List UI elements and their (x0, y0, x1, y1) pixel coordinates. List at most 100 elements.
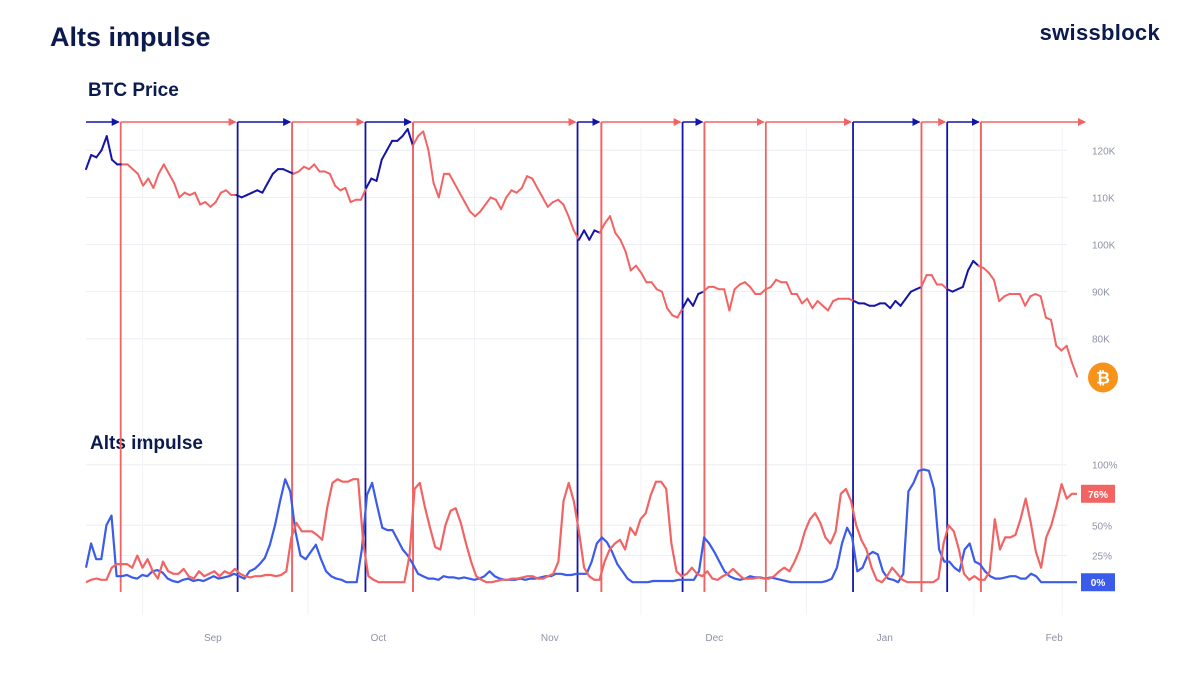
btc-price-segment (131, 168, 139, 175)
brand-logo: swissblock (1039, 20, 1160, 45)
bearish-end-label-text: 76% (1088, 490, 1108, 501)
btc-price-segment (328, 172, 337, 187)
btc-price-segment (1039, 295, 1047, 319)
btc-price-segment (572, 229, 580, 241)
btc-price-segment (801, 297, 809, 305)
btc-price-segment (396, 135, 404, 142)
btc-price-segment (899, 297, 907, 307)
btc-price-segment (531, 177, 539, 189)
btc-price-segment (505, 189, 513, 199)
price-tick-label: 90K (1092, 288, 1110, 299)
btc-price-segment (494, 198, 503, 211)
btc-price-segment (448, 172, 456, 185)
btc-price-segment (261, 182, 269, 194)
btc-price-segment (583, 229, 591, 241)
btc-price-segment (178, 191, 186, 199)
btc-price-segment (147, 177, 155, 189)
bullish-end-label: 0% (1081, 573, 1115, 592)
btc-price-segment (562, 203, 570, 218)
btc-price-segment (401, 128, 409, 138)
axis-labels: 80K 90K 100K 110K 120K 25% 50% 100% Sep Oct Nov Dec… (204, 146, 1118, 644)
btc-price-segment (359, 186, 368, 201)
btc-price-segment (614, 231, 622, 241)
btc-price-segment (676, 307, 684, 319)
btc-price-segment (105, 135, 113, 161)
btc-price-segment (214, 191, 222, 204)
btc-price-segment (380, 149, 388, 161)
btc-price-segment (660, 290, 669, 310)
btc-price-segment (520, 175, 529, 189)
btc-price-segment (173, 182, 181, 199)
btc-price-segment (152, 172, 160, 189)
btc-price-segment (100, 135, 108, 152)
btc-price-segment (577, 229, 586, 241)
bearish-end-label: 76% (1081, 484, 1115, 503)
btc-price-segment (297, 165, 305, 173)
btc-price-segment (136, 172, 145, 187)
btc-price-segment (225, 189, 233, 197)
btc-price-segment (515, 186, 523, 194)
btc-price-segment (588, 229, 596, 241)
btc-price-segment (1060, 344, 1068, 352)
gridlines (86, 128, 1067, 615)
bullish-end-label-bg (1081, 573, 1115, 592)
x-tick-label: Jan (877, 633, 893, 644)
btc-price-segment (85, 153, 93, 171)
impulse-tick-label: 50% (1092, 521, 1112, 532)
btc-price-segment (1024, 295, 1032, 307)
btc-price-segment (987, 271, 995, 281)
btc-price-segment (629, 264, 637, 272)
btc-price-segment (474, 210, 482, 218)
btc-price-segment (110, 158, 119, 166)
price-tick-label: 110K (1092, 193, 1115, 204)
btc-price-segment (417, 130, 425, 138)
btc-price-segment (603, 215, 612, 225)
btc-price-segment (821, 304, 829, 312)
x-tick-label: Dec (705, 633, 723, 644)
btc-price-segment (785, 281, 793, 295)
price-tick-label: 100K (1092, 241, 1116, 252)
btc-price-segment (1070, 361, 1078, 378)
btc-price-series: ₿ (85, 128, 1118, 393)
bitcoin-icon: ₿ (1088, 362, 1118, 393)
btc-price-segment (961, 269, 970, 288)
btc-price-segment (385, 139, 394, 152)
btc-price-segment (930, 274, 938, 286)
x-tick-label: Sep (204, 633, 222, 644)
btc-price-segment (998, 295, 1006, 303)
btc-price-segment (992, 278, 1001, 303)
btc-price-segment (463, 201, 471, 213)
btc-price-segment (142, 177, 150, 187)
bitcoin-icon-circle (1088, 362, 1118, 393)
btc-price-segment (619, 238, 627, 253)
btc-price-segment (640, 271, 648, 284)
btc-price-segment (624, 250, 632, 272)
btc-price-segment (702, 285, 710, 293)
price-tick-label: 80K (1092, 335, 1110, 346)
btc-price-segment (811, 300, 819, 310)
impulse-panel-title: Alts impulse (90, 433, 203, 454)
btc-price-segment (967, 260, 975, 272)
impulse-tick-label: 25% (1092, 552, 1112, 563)
btc-price-segment (686, 297, 695, 307)
btc-price-segment (308, 163, 316, 171)
btc-price-segment (941, 283, 949, 291)
btc-price-segment (806, 297, 814, 310)
x-tick-label: Feb (1046, 633, 1064, 644)
price-panel-title: BTC Price (88, 80, 179, 101)
btc-price-segment (749, 285, 757, 295)
btc-price-segment (743, 281, 752, 288)
btc-price-segment (479, 203, 487, 213)
btc-price-segment (484, 196, 492, 206)
regime-markers (86, 118, 1086, 592)
btc-price-segment (541, 196, 549, 208)
impulse-series: 76% 0% (84, 468, 1115, 592)
btc-price-segment (422, 130, 430, 152)
btc-price-segment (666, 307, 674, 317)
btc-price-segment (650, 281, 658, 291)
x-tick-label: Oct (371, 633, 387, 644)
btc-price-segment (209, 201, 217, 208)
btc-price-segment (816, 300, 824, 307)
btc-price-segment (411, 135, 420, 147)
btc-price-segment (168, 172, 176, 185)
